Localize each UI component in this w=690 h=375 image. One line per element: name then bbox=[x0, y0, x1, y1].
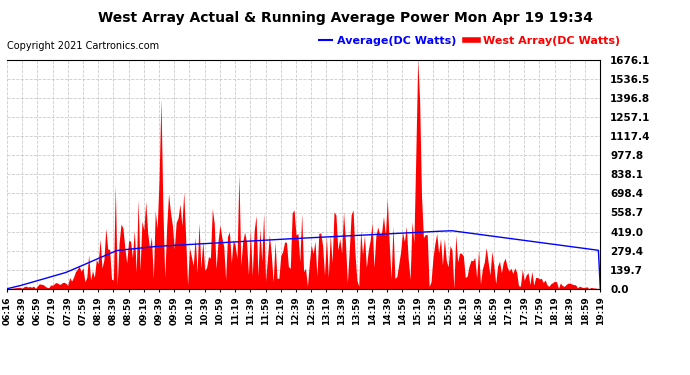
Text: West Array Actual & Running Average Power Mon Apr 19 19:34: West Array Actual & Running Average Powe… bbox=[97, 11, 593, 25]
Legend: Average(DC Watts), West Array(DC Watts): Average(DC Watts), West Array(DC Watts) bbox=[314, 32, 624, 51]
Text: Copyright 2021 Cartronics.com: Copyright 2021 Cartronics.com bbox=[7, 41, 159, 51]
